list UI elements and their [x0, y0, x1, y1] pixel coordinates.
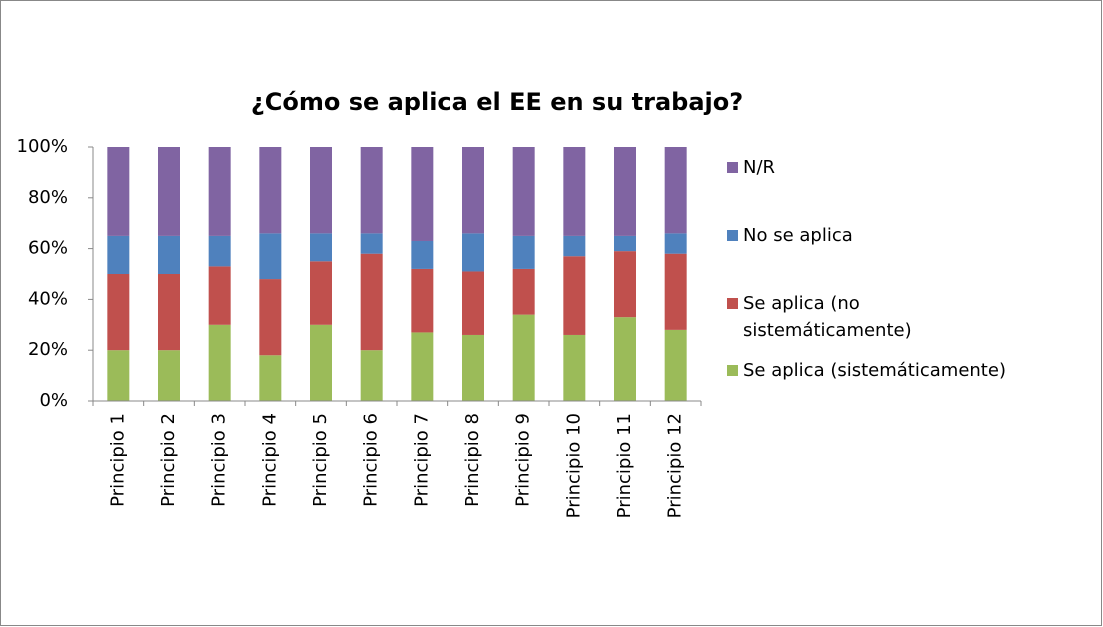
- legend-swatch: [727, 365, 738, 376]
- x-tick-label: Principio 2: [158, 413, 179, 507]
- legend-item: Se aplica (no sistemáticamente): [727, 290, 912, 344]
- y-tick-label: 100%: [17, 136, 68, 157]
- bar-segment: [310, 147, 332, 234]
- bar-segment: [614, 251, 636, 318]
- y-tick-label: 80%: [28, 187, 68, 208]
- legend-label: No se aplica: [743, 225, 853, 246]
- bar-segment: [462, 233, 484, 272]
- x-tick-label: Principio 3: [209, 413, 230, 507]
- bar-segment: [411, 268, 434, 333]
- x-tick-label: Principio 11: [614, 413, 635, 518]
- bar-segment: [411, 147, 434, 241]
- bar-segment: [411, 240, 434, 269]
- bar-segment: [360, 350, 383, 401]
- x-tick-label: Principio 10: [563, 413, 584, 518]
- bar-segment: [512, 235, 535, 269]
- bar-segment: [208, 147, 231, 236]
- y-tick-label: 60%: [28, 238, 68, 259]
- bar-segment: [512, 268, 535, 315]
- bar-segment: [208, 266, 231, 325]
- bar-segment: [158, 235, 180, 274]
- bar-segment: [614, 317, 636, 401]
- bar-segment: [614, 235, 636, 252]
- bar-segment: [360, 147, 383, 234]
- bar-segment: [563, 235, 586, 257]
- bar-segment: [158, 274, 180, 351]
- bar-segment: [411, 332, 434, 401]
- x-tick-label: Principio 4: [259, 413, 280, 507]
- legend-label: Se aplica (no sistemáticamente): [743, 293, 912, 341]
- legend-item: N/R: [727, 154, 775, 181]
- bar-segment: [462, 147, 484, 234]
- bar-segment: [512, 314, 535, 401]
- y-tick-label: 0%: [39, 390, 68, 411]
- bar-segment: [310, 324, 332, 401]
- bar-segment: [158, 147, 180, 236]
- bar-segment: [563, 147, 586, 236]
- bar-segment: [158, 350, 180, 401]
- bar-segment: [563, 334, 586, 401]
- bar-segment: [310, 233, 332, 262]
- bar-segment: [310, 261, 332, 325]
- bar-segment: [462, 334, 484, 401]
- bar-segment: [360, 253, 383, 351]
- bar-segment: [512, 147, 535, 236]
- x-tick-label: Principio 8: [462, 413, 483, 507]
- x-tick-label: Principio 5: [310, 413, 331, 507]
- x-tick-label: Principio 9: [513, 413, 534, 507]
- y-tick-label: 20%: [28, 339, 68, 360]
- bar-segment: [107, 147, 130, 236]
- x-tick-label: Principio 1: [107, 413, 128, 507]
- bar-segment: [208, 324, 231, 401]
- legend-swatch: [727, 298, 738, 309]
- bar-segment: [107, 274, 130, 351]
- bar-segment: [614, 147, 636, 236]
- bar-segment: [107, 235, 130, 274]
- chart-title: ¿Cómo se aplica el EE en su trabajo?: [251, 88, 743, 116]
- bar-segment: [462, 271, 484, 335]
- legend-label: N/R: [743, 157, 776, 178]
- bar-segment: [664, 329, 687, 401]
- legend-swatch: [727, 162, 738, 173]
- bar-segment: [664, 233, 687, 254]
- bar-segment: [259, 233, 282, 280]
- bar-segment: [563, 256, 586, 335]
- bar-segment: [360, 233, 383, 254]
- x-tick-label: Principio 12: [665, 413, 686, 518]
- bar-segment: [208, 235, 231, 267]
- legend-swatch: [727, 230, 738, 241]
- bar-segment: [664, 147, 687, 234]
- x-tick-label: Principio 6: [361, 413, 382, 507]
- legend-item: No se aplica: [727, 222, 853, 249]
- bar-segment: [259, 147, 282, 234]
- bar-segment: [259, 279, 282, 356]
- bar-segment: [664, 253, 687, 330]
- legend-label: Se aplica (sistemáticamente): [743, 360, 1006, 381]
- y-tick-label: 40%: [28, 288, 68, 309]
- bar-segment: [259, 355, 282, 401]
- x-tick-label: Principio 7: [411, 413, 432, 507]
- bar-segment: [107, 350, 130, 401]
- legend-item: Se aplica (sistemáticamente): [727, 357, 1006, 384]
